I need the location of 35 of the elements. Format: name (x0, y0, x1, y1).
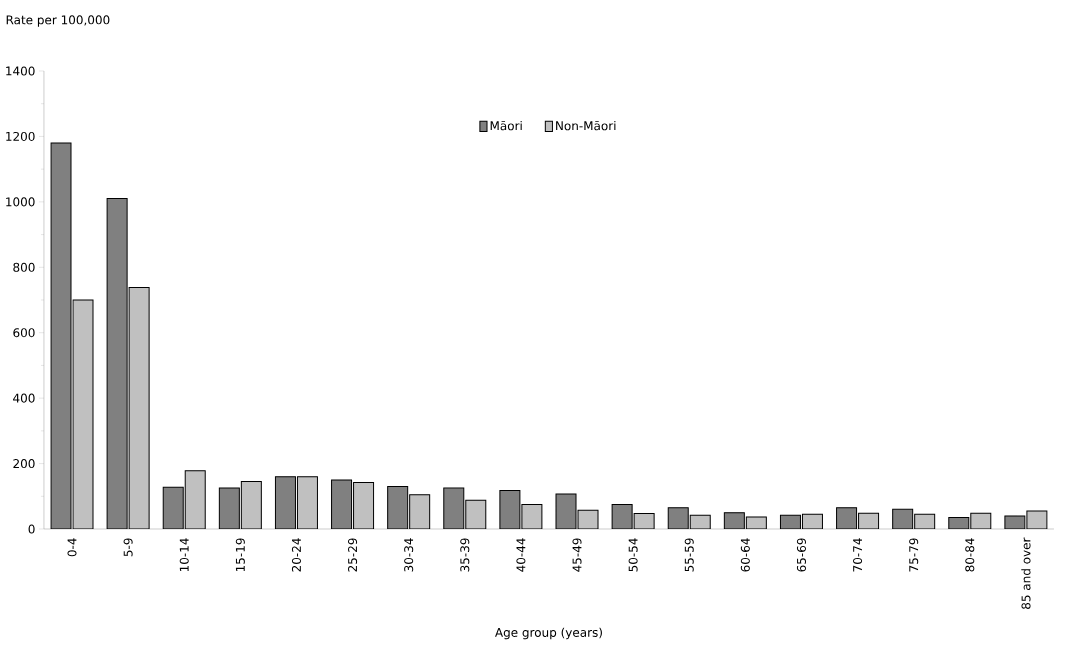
x-tick-label: 20-24 (291, 538, 301, 572)
y-tick-label: 1200 (6, 131, 35, 141)
bar (184, 470, 206, 529)
x-tick-label: 55-59 (684, 538, 694, 572)
bar (409, 494, 431, 529)
legend-label: Non-Māori (556, 121, 616, 131)
x-tick-label: 60-64 (740, 538, 750, 572)
x-tick-label: 35-39 (460, 538, 470, 572)
x-tick-label: 45-49 (572, 538, 582, 572)
x-tick-label: 65-69 (796, 538, 806, 572)
legend-label: Māori (490, 121, 522, 131)
x-tick-label: 5-9 (123, 538, 133, 557)
x-axis-title: Age group (years) (495, 627, 602, 640)
y-tick-label: 0 (28, 524, 35, 534)
x-tick-label: 85 and over (1021, 537, 1031, 609)
x-tick-label: 70-74 (853, 538, 863, 572)
y-tick-label: 400 (13, 393, 35, 403)
y-axis-title: Rate per 100,000 (6, 15, 110, 27)
x-tick-label: 50-54 (628, 538, 638, 572)
y-tick-label: 200 (13, 459, 35, 469)
x-tick-label: 15-19 (235, 538, 245, 572)
x-tick-label: 75-79 (909, 538, 919, 572)
y-tick-label: 1400 (6, 66, 35, 76)
x-tick-label: 25-29 (348, 538, 358, 572)
y-tick-label: 1000 (6, 197, 35, 207)
x-tick-label: 10-14 (179, 538, 189, 572)
bar (240, 481, 262, 529)
x-tick-label: 80-84 (965, 538, 975, 572)
x-tick-label: 0-4 (67, 538, 77, 557)
y-tick-label: 600 (13, 328, 35, 338)
y-tick-label: 800 (13, 262, 35, 272)
x-tick-label: 40-44 (516, 538, 526, 572)
bar (353, 482, 375, 529)
bar (296, 476, 318, 529)
x-tick-label: 30-34 (404, 538, 414, 572)
